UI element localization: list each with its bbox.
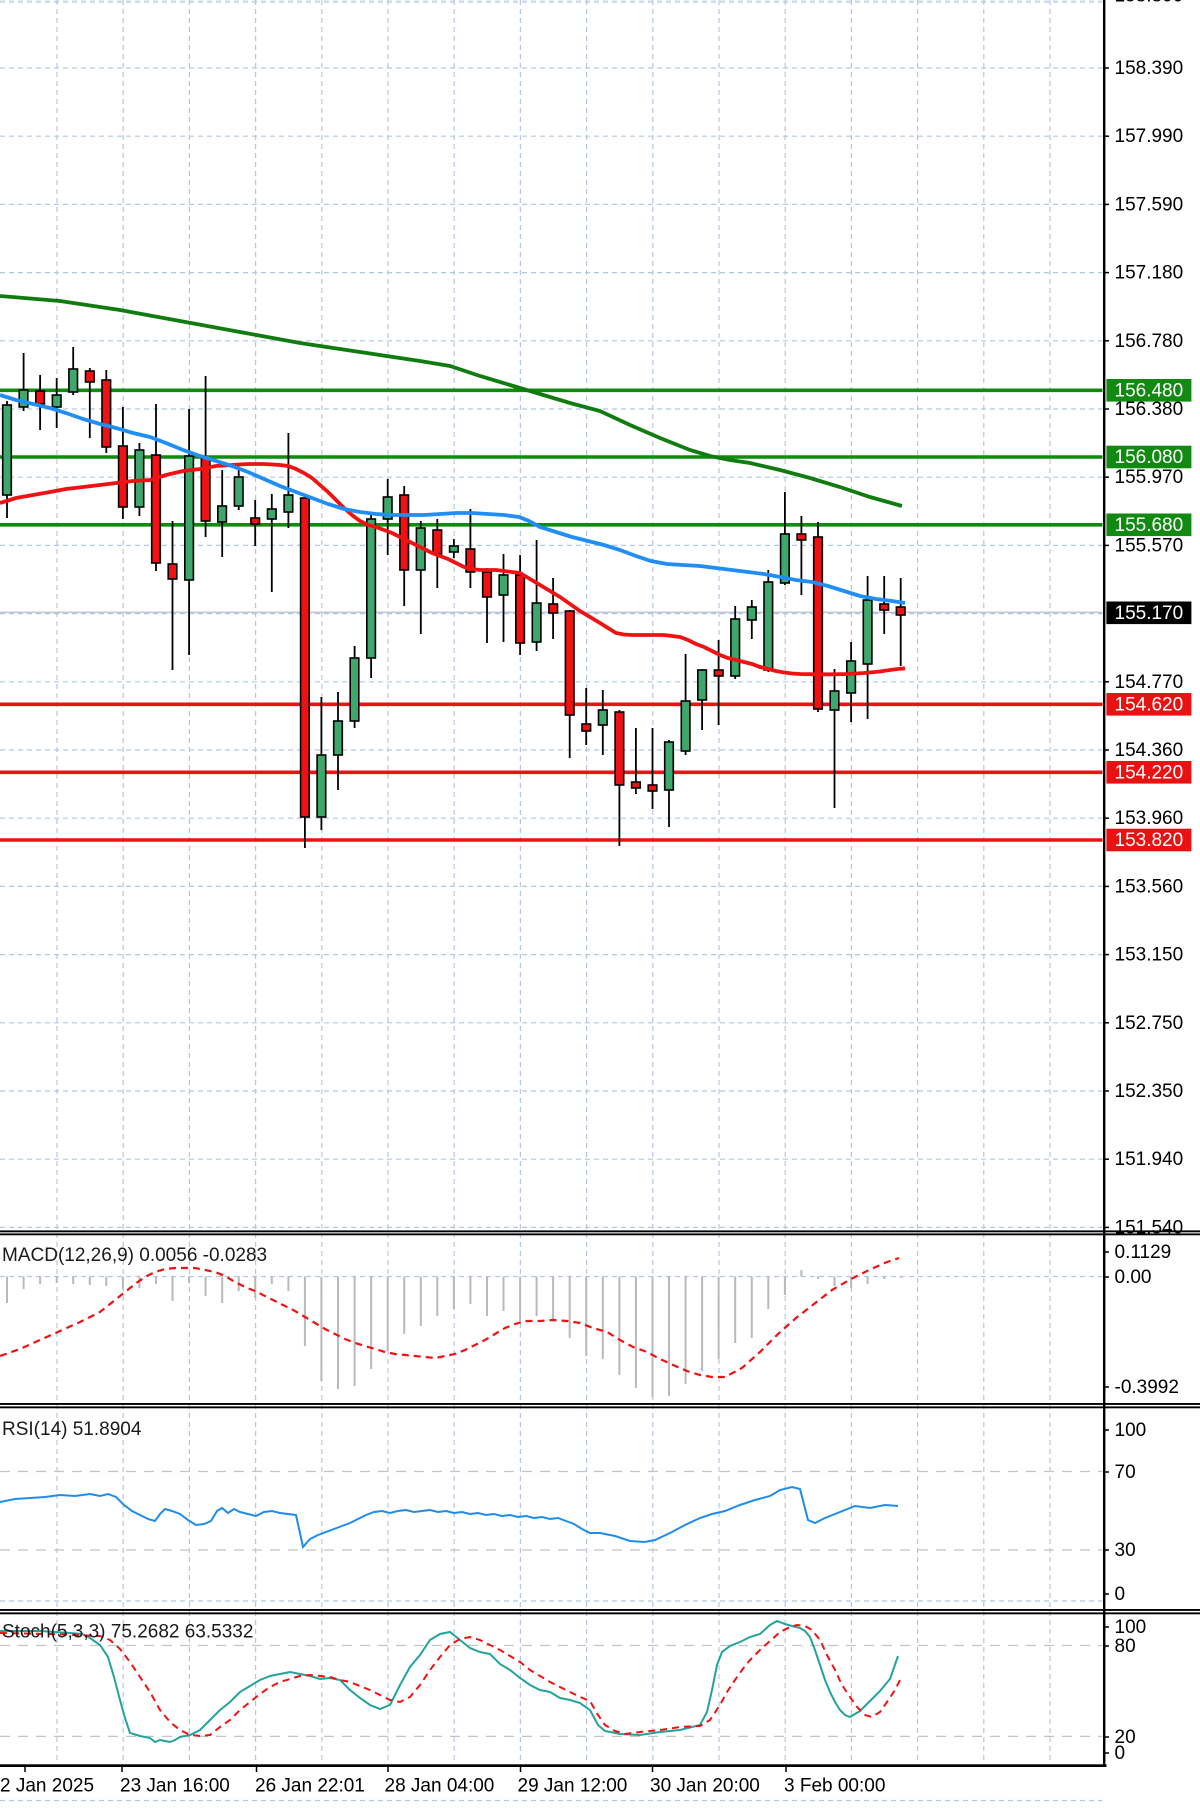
- svg-text:158.800: 158.800: [1115, 0, 1184, 7]
- svg-text:156.380: 156.380: [1115, 399, 1184, 420]
- svg-text:153.820: 153.820: [1115, 830, 1184, 851]
- svg-text:23 Jan 16:00: 23 Jan 16:00: [120, 1776, 230, 1797]
- svg-text:156.480: 156.480: [1115, 380, 1184, 401]
- svg-text:155.970: 155.970: [1115, 467, 1184, 488]
- svg-text:20: 20: [1115, 1727, 1136, 1748]
- svg-text:152.350: 152.350: [1115, 1081, 1184, 1102]
- svg-text:3 Feb 00:00: 3 Feb 00:00: [784, 1776, 885, 1797]
- svg-text:30: 30: [1115, 1540, 1136, 1561]
- svg-text:100: 100: [1115, 1420, 1147, 1441]
- svg-text:153.960: 153.960: [1115, 808, 1184, 829]
- svg-text:0: 0: [1115, 1584, 1126, 1605]
- svg-text:154.220: 154.220: [1115, 762, 1184, 783]
- svg-text:151.540: 151.540: [1115, 1217, 1184, 1238]
- svg-text:0.00: 0.00: [1115, 1267, 1152, 1288]
- svg-text:151.940: 151.940: [1115, 1149, 1184, 1170]
- svg-text:155.680: 155.680: [1115, 515, 1184, 536]
- svg-text:RSI(14) 51.8904: RSI(14) 51.8904: [2, 1419, 142, 1440]
- svg-text:158.390: 158.390: [1115, 58, 1184, 79]
- svg-text:70: 70: [1115, 1462, 1136, 1483]
- svg-text:152.750: 152.750: [1115, 1013, 1184, 1034]
- svg-text:155.170: 155.170: [1115, 603, 1184, 624]
- svg-text:156.780: 156.780: [1115, 331, 1184, 352]
- svg-text:MACD(12,26,9) 0.0056 -0.0283: MACD(12,26,9) 0.0056 -0.0283: [2, 1245, 267, 1266]
- svg-text:30 Jan 20:00: 30 Jan 20:00: [650, 1776, 760, 1797]
- svg-text:-0.3992: -0.3992: [1115, 1377, 1179, 1398]
- svg-text:28 Jan 04:00: 28 Jan 04:00: [385, 1776, 495, 1797]
- svg-text:29 Jan 12:00: 29 Jan 12:00: [518, 1776, 628, 1797]
- svg-text:26 Jan 22:01: 26 Jan 22:01: [255, 1776, 365, 1797]
- svg-text:2 Jan 2025: 2 Jan 2025: [0, 1776, 94, 1797]
- svg-text:157.590: 157.590: [1115, 194, 1184, 215]
- svg-text:0: 0: [1115, 1743, 1126, 1764]
- svg-text:100: 100: [1115, 1617, 1147, 1638]
- svg-text:157.180: 157.180: [1115, 263, 1184, 284]
- svg-text:80: 80: [1115, 1636, 1136, 1657]
- svg-text:0.1129: 0.1129: [1115, 1242, 1172, 1263]
- svg-text:156.080: 156.080: [1115, 447, 1184, 468]
- svg-text:157.990: 157.990: [1115, 126, 1184, 147]
- svg-text:154.620: 154.620: [1115, 694, 1184, 715]
- svg-text:154.770: 154.770: [1115, 672, 1184, 693]
- svg-text:154.360: 154.360: [1115, 740, 1184, 761]
- svg-text:153.150: 153.150: [1115, 945, 1184, 966]
- svg-text:155.570: 155.570: [1115, 535, 1184, 556]
- svg-text:Stoch(5,3,3) 75.2682 63.5332: Stoch(5,3,3) 75.2682 63.5332: [2, 1622, 253, 1643]
- svg-text:153.560: 153.560: [1115, 876, 1184, 897]
